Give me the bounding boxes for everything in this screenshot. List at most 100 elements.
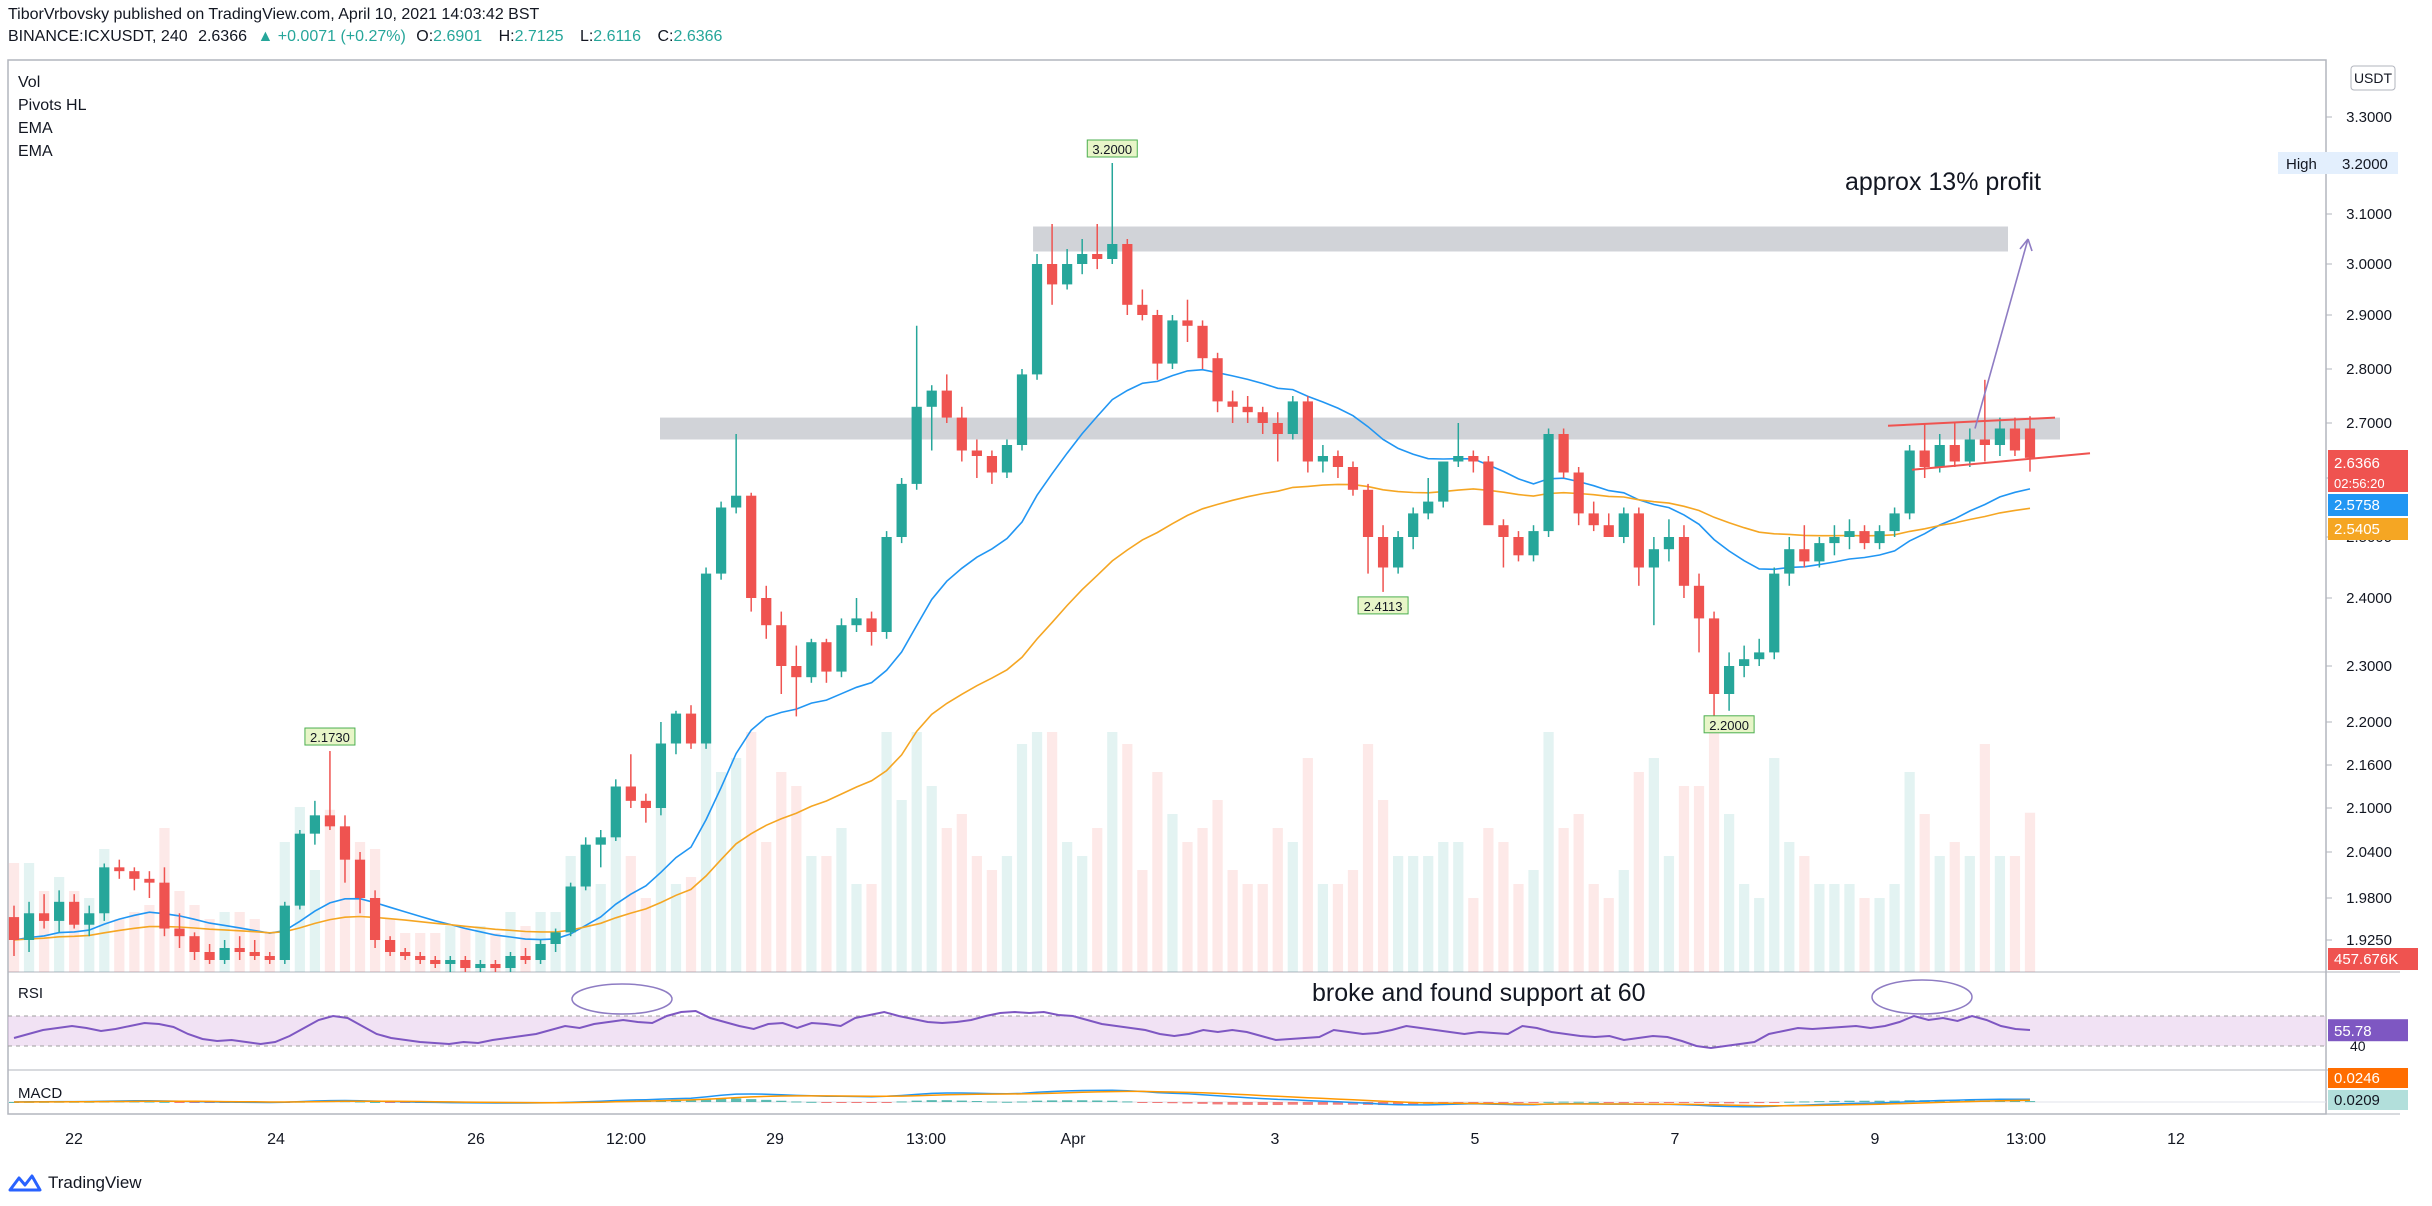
candle — [1423, 478, 1434, 520]
candle-body — [1062, 264, 1073, 285]
volume-bar — [1573, 814, 1584, 972]
candle-body — [776, 625, 787, 666]
macd-histogram-bar — [159, 1101, 170, 1103]
symbol-label[interactable]: BINANCE:ICXUSDT, 240 — [8, 28, 188, 45]
volume-bar — [1829, 884, 1840, 972]
resistance-zone — [1033, 226, 2008, 252]
time-tick-label: 3 — [1271, 1131, 1280, 1148]
time-tick-label: 13:00 — [906, 1131, 946, 1148]
volume-bar — [971, 856, 982, 972]
volume-bar — [1453, 842, 1464, 972]
volume-bar — [595, 884, 606, 972]
volume-bar — [806, 856, 817, 972]
macd-title: MACD — [18, 1085, 62, 1102]
macd-histogram-bar — [776, 1100, 787, 1102]
candle-body — [1558, 434, 1569, 473]
ohlc-low: L:2.6116 — [579, 28, 642, 45]
macd-histogram-bar — [1062, 1100, 1073, 1102]
candle — [1257, 406, 1268, 434]
candle — [700, 567, 712, 749]
candle-body — [1904, 450, 1915, 514]
candle-body — [1287, 401, 1298, 434]
candle — [1197, 320, 1208, 369]
candle-body — [415, 956, 426, 960]
candle-body — [114, 867, 125, 872]
candle-body — [700, 573, 712, 744]
candle-body — [1588, 513, 1599, 526]
macd-histogram-bar — [1227, 1102, 1238, 1105]
candle-body — [685, 713, 697, 744]
candle — [1483, 456, 1494, 526]
volume-bar — [1678, 786, 1690, 972]
price-tick-label: 2.1600 — [2346, 757, 2392, 774]
candle — [851, 598, 862, 632]
macd-histogram-bar — [956, 1100, 967, 1102]
macd-histogram-bar — [881, 1102, 892, 1103]
candle-body — [1648, 549, 1659, 568]
candle-body — [1919, 450, 1930, 467]
candle-body — [1152, 315, 1163, 364]
candle-body — [956, 417, 967, 451]
volume-bar — [926, 786, 937, 972]
legend-ema-1[interactable]: EMA — [18, 120, 53, 137]
legend-vol[interactable]: Vol — [18, 74, 40, 91]
candle — [2024, 416, 2036, 472]
macd-histogram-bar — [1257, 1102, 1268, 1105]
macd-histogram-bar — [670, 1100, 682, 1102]
candle-body — [324, 815, 336, 827]
candle-body — [490, 964, 501, 968]
macd-histogram-bar — [1468, 1102, 1479, 1103]
candle-body — [1889, 513, 1900, 532]
countdown-bg — [2328, 474, 2408, 492]
candle — [640, 793, 651, 823]
candle — [1754, 638, 1765, 666]
candle — [670, 710, 682, 755]
volume-bar — [1137, 870, 1148, 972]
candle — [1663, 519, 1675, 562]
candle — [339, 815, 351, 883]
volume-bar — [1468, 898, 1479, 972]
candle-body — [550, 932, 561, 944]
candle — [1001, 439, 1013, 478]
volume-bar — [144, 905, 155, 972]
tradingview-footer[interactable]: TradingView — [8, 1170, 142, 1196]
candle — [1723, 652, 1735, 711]
volume-bar — [430, 933, 441, 972]
price-tick-label: 3.3000 — [2346, 109, 2392, 126]
time-tick-label: 12:00 — [606, 1131, 646, 1148]
candle-body — [1197, 325, 1208, 359]
volume-bar — [1167, 814, 1178, 972]
pivot-labels: 2.1730 3.2000 2.4113 2.2000 — [304, 139, 1755, 746]
candle — [1062, 249, 1073, 290]
volume-bar — [851, 884, 862, 972]
volume-bar — [1784, 842, 1795, 972]
time-tick-label: 7 — [1671, 1131, 1680, 1148]
volume-bar — [1377, 800, 1389, 972]
candle-body — [595, 837, 606, 845]
volume-bar — [2009, 856, 2021, 972]
candle — [1377, 525, 1389, 592]
rsi-title: RSI — [18, 985, 43, 1002]
last-price-badge: 2.6366 — [2334, 455, 2380, 472]
legend-ema-2[interactable]: EMA — [18, 143, 53, 160]
ema-fast-badge-bg — [2328, 494, 2408, 516]
macd-histogram-bar — [1212, 1102, 1223, 1105]
volume-bar — [746, 732, 757, 972]
rsi-annotation: broke and found support at 60 — [1312, 979, 1646, 1007]
high-badge-value: 3.2000 — [2342, 156, 2388, 173]
volume-bar — [1994, 856, 2006, 972]
volume-bar — [1197, 828, 1208, 972]
volume-bar — [685, 877, 697, 972]
candle-body — [535, 944, 546, 960]
candle — [746, 492, 757, 612]
ema-slow-badge-bg — [2328, 518, 2408, 540]
macd-histogram-bar — [1377, 1102, 1389, 1106]
volume-bar — [1964, 856, 1975, 972]
legend-pivots[interactable]: Pivots HL — [18, 97, 87, 114]
candle-body — [1979, 439, 1990, 445]
volume-bar — [1558, 828, 1569, 972]
time-axis[interactable]: 22 24 26 12:00 29 13:00 Apr 3 5 7 9 13:00 12 — [65, 1131, 2185, 1148]
volume-bar — [1588, 884, 1599, 972]
volume-bar — [640, 898, 651, 972]
